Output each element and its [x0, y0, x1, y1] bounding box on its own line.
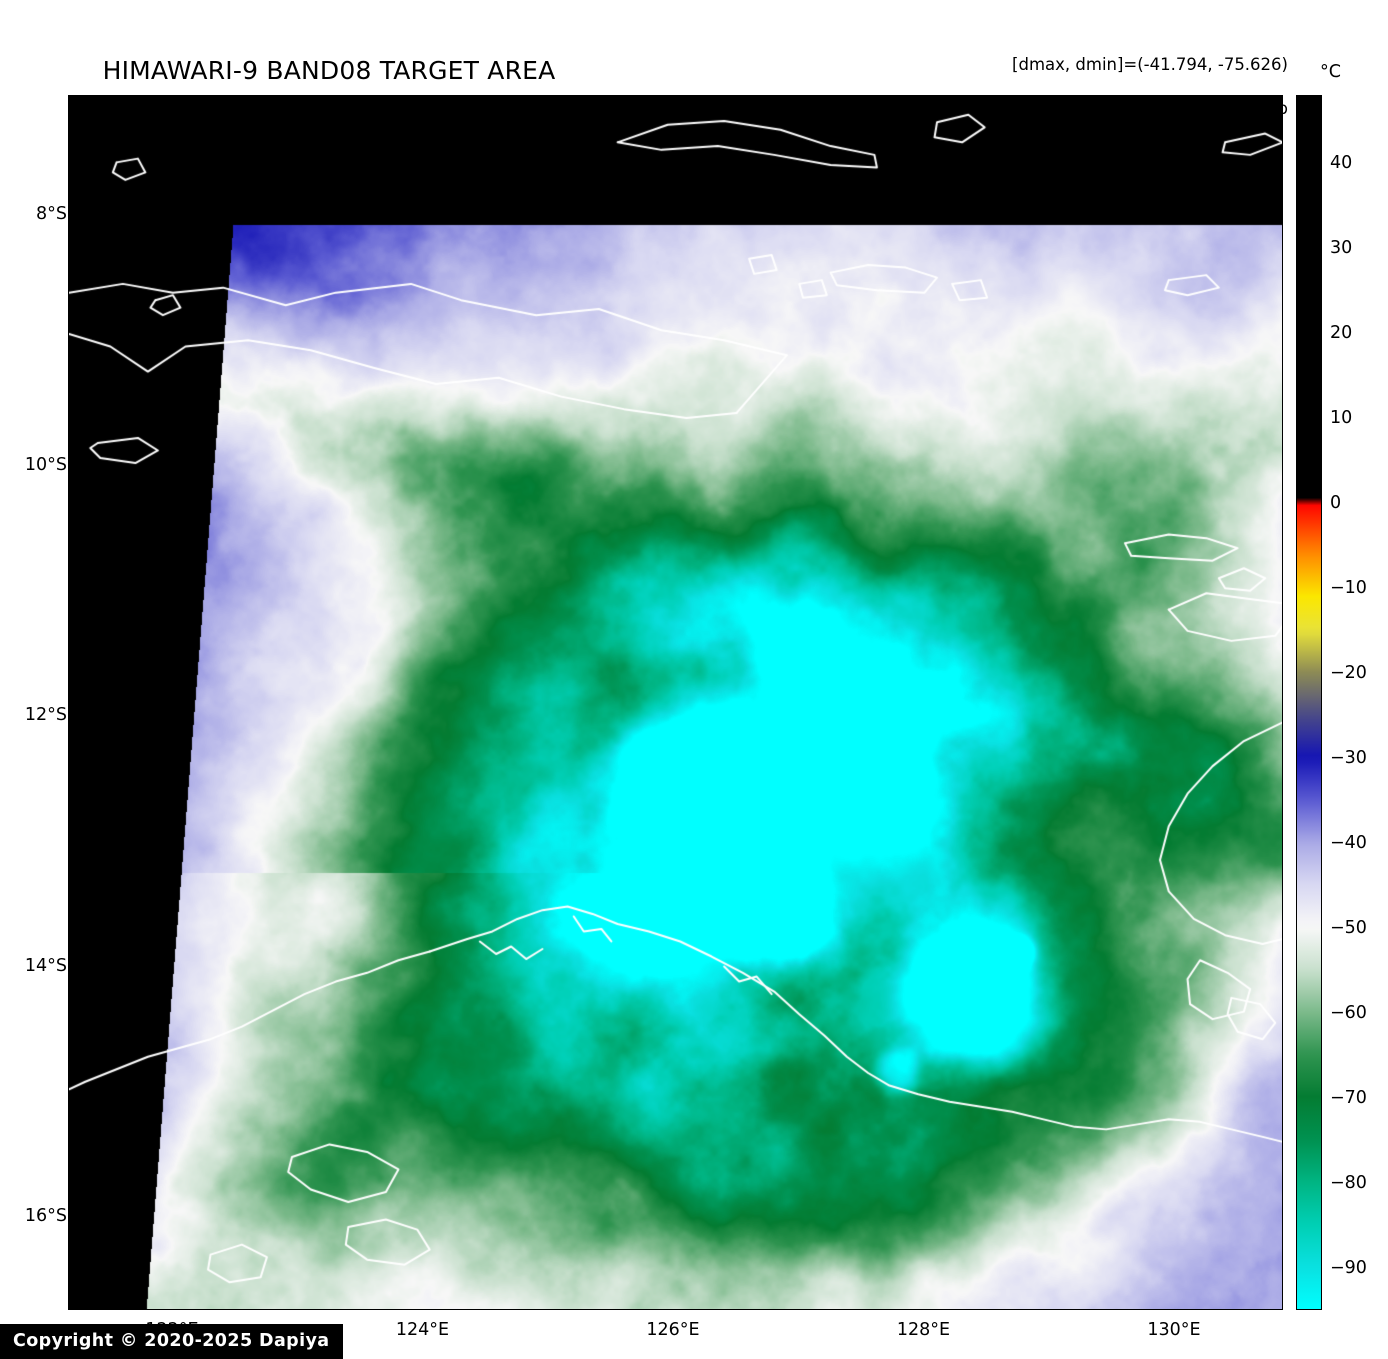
latitude-tick-label: 16°S — [24, 1206, 67, 1227]
longitude-tick-label: 130°E — [1147, 1320, 1201, 1340]
colorbar-tick-label: −50 — [1330, 917, 1367, 938]
colorbar-tick-label: −80 — [1330, 1172, 1367, 1193]
colorbar-tick-label: 20 — [1330, 322, 1353, 343]
colorbar-tick-label: −60 — [1330, 1002, 1367, 1023]
colorbar-tick-label: 0 — [1330, 492, 1342, 513]
colorbar-tick-label: −40 — [1330, 832, 1367, 853]
latitude-tick-label: 10°S — [24, 454, 67, 475]
colorbar-tick-label: −30 — [1330, 747, 1367, 768]
colorbar-tick-label: 40 — [1330, 152, 1353, 173]
colorbar-gradient — [1297, 96, 1321, 1309]
longitude-tick-label: 126°E — [646, 1320, 700, 1340]
colorbar-tick-label: 30 — [1330, 237, 1353, 258]
colorbar-gradient-frame — [1296, 95, 1322, 1310]
colorbar-tick-label: −20 — [1330, 662, 1367, 683]
title-line-1: HIMAWARI-9 BAND08 TARGET AREA — [102, 56, 556, 85]
satellite-imagery-layer — [69, 96, 1282, 1309]
colorbar-tick-label: 10 — [1330, 407, 1353, 428]
colorbar-tick-label: −70 — [1330, 1087, 1367, 1108]
latitude-tick-label: 14°S — [24, 955, 67, 976]
latitude-tick-label: 8°S — [36, 203, 67, 224]
colorbar-tick-label: −10 — [1330, 577, 1367, 598]
copyright-banner: Copyright © 2020-2025 Dapiya — [0, 1324, 343, 1359]
colorbar — [1296, 95, 1322, 1310]
brightness-temperature-field — [69, 96, 1282, 1309]
longitude-tick-label: 124°E — [395, 1320, 450, 1340]
colorbar-unit-label: °C — [1320, 62, 1341, 82]
latitude-tick-label: 12°S — [24, 705, 67, 726]
dmax-dmin-label: [dmax, dmin]=(-41.794, -75.626) — [1012, 55, 1288, 74]
colorbar-tick-label: −90 — [1330, 1257, 1367, 1278]
longitude-tick-label: 128°E — [896, 1320, 951, 1340]
satellite-map-plot — [68, 95, 1283, 1310]
